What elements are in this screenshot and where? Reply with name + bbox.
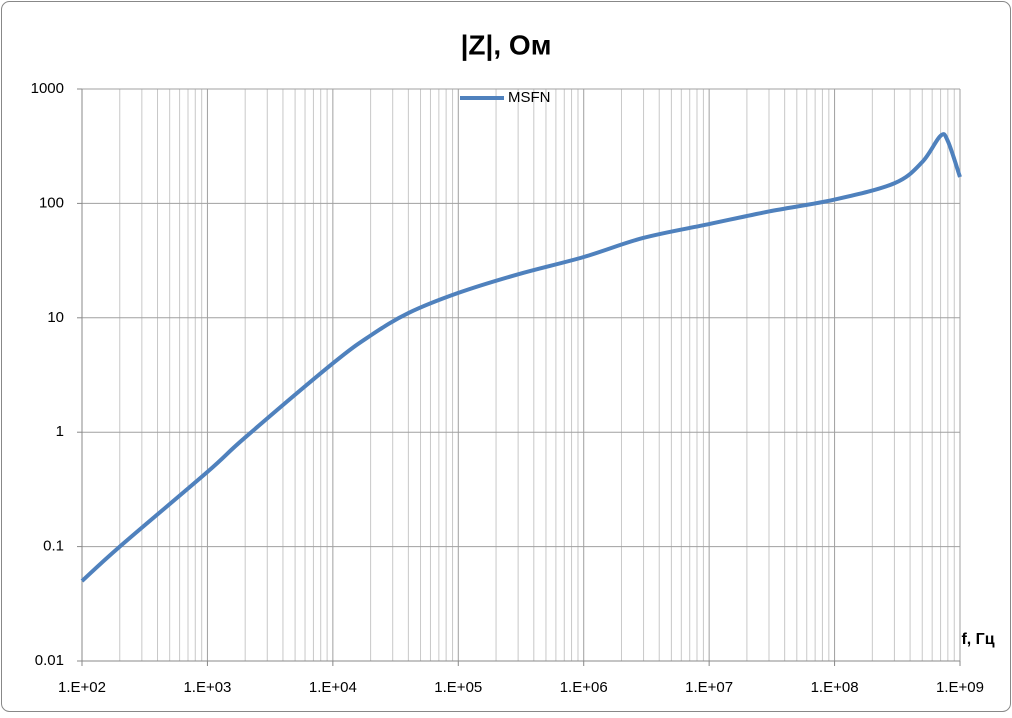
x-tick-label: 1.E+07 [685,679,733,696]
x-tick-label: 1.E+08 [811,679,859,696]
y-tick-label: 0.1 [43,538,64,555]
series-line [80,132,962,583]
x-tick-label: 1.E+02 [58,679,106,696]
y-tick-label: 100 [39,194,64,211]
x-axis-label: f, Гц [961,631,994,648]
chart-title: |Z|, Ом [461,29,552,60]
y-tick-label: 0.01 [35,652,64,669]
x-tick-label: 1.E+04 [309,679,357,696]
x-tick-label: 1.E+06 [560,679,608,696]
y-tick-label: 10 [47,309,64,326]
x-tick-label: 1.E+03 [183,679,231,696]
y-tick-label: 1000 [31,80,64,97]
legend-label: MSFN [508,89,551,106]
x-tick-label: 1.E+05 [434,679,482,696]
x-tick-label: 1.E+09 [936,679,984,696]
y-tick-label: 1 [56,423,64,440]
